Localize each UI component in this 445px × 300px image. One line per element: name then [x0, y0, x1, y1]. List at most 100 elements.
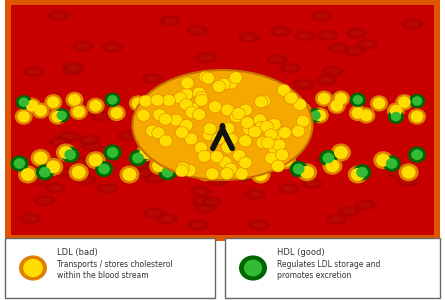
Ellipse shape — [16, 95, 32, 109]
Ellipse shape — [318, 93, 330, 104]
Ellipse shape — [157, 108, 170, 120]
Ellipse shape — [269, 128, 283, 140]
Ellipse shape — [181, 77, 194, 89]
Ellipse shape — [241, 117, 254, 129]
Ellipse shape — [87, 98, 105, 114]
Ellipse shape — [170, 84, 184, 90]
Ellipse shape — [89, 154, 103, 167]
Ellipse shape — [193, 87, 206, 99]
Ellipse shape — [266, 146, 280, 159]
Ellipse shape — [23, 98, 41, 114]
Ellipse shape — [71, 102, 84, 108]
Ellipse shape — [43, 158, 63, 176]
Ellipse shape — [170, 147, 190, 165]
Ellipse shape — [285, 95, 303, 112]
Ellipse shape — [121, 133, 135, 139]
Ellipse shape — [290, 100, 303, 106]
Ellipse shape — [373, 151, 393, 169]
Ellipse shape — [255, 96, 267, 108]
Ellipse shape — [174, 92, 187, 104]
Ellipse shape — [175, 165, 188, 177]
Ellipse shape — [183, 164, 196, 176]
Ellipse shape — [327, 42, 349, 53]
Ellipse shape — [107, 95, 118, 105]
Ellipse shape — [149, 157, 169, 175]
Ellipse shape — [412, 96, 422, 106]
Ellipse shape — [343, 208, 356, 214]
Ellipse shape — [142, 73, 163, 84]
Ellipse shape — [151, 94, 164, 106]
Ellipse shape — [270, 56, 283, 62]
Ellipse shape — [376, 154, 390, 167]
Ellipse shape — [70, 104, 88, 120]
Ellipse shape — [204, 143, 224, 161]
Ellipse shape — [220, 168, 234, 180]
Ellipse shape — [146, 125, 159, 137]
Ellipse shape — [162, 94, 175, 106]
Ellipse shape — [53, 139, 66, 145]
Ellipse shape — [158, 164, 177, 180]
Ellipse shape — [351, 168, 365, 181]
Ellipse shape — [101, 186, 114, 192]
Ellipse shape — [402, 166, 416, 179]
Ellipse shape — [282, 186, 295, 192]
Ellipse shape — [293, 164, 304, 174]
Ellipse shape — [239, 157, 252, 169]
Ellipse shape — [44, 182, 66, 194]
Ellipse shape — [61, 65, 84, 76]
Ellipse shape — [360, 41, 373, 47]
Bar — [5, 238, 215, 298]
Ellipse shape — [56, 143, 76, 161]
Ellipse shape — [330, 100, 343, 112]
Ellipse shape — [273, 109, 291, 125]
Ellipse shape — [193, 109, 206, 121]
Ellipse shape — [245, 160, 267, 171]
Ellipse shape — [250, 163, 263, 169]
Ellipse shape — [268, 118, 281, 130]
Ellipse shape — [24, 215, 36, 221]
Ellipse shape — [386, 158, 397, 169]
Ellipse shape — [358, 202, 372, 208]
Ellipse shape — [67, 64, 80, 70]
Ellipse shape — [198, 166, 213, 179]
Ellipse shape — [353, 164, 371, 180]
Ellipse shape — [195, 92, 208, 104]
Ellipse shape — [56, 169, 69, 175]
Ellipse shape — [284, 92, 298, 104]
Ellipse shape — [187, 220, 209, 230]
Ellipse shape — [203, 123, 217, 135]
Ellipse shape — [278, 127, 291, 139]
Ellipse shape — [119, 166, 139, 184]
Ellipse shape — [49, 137, 71, 148]
Ellipse shape — [159, 113, 172, 125]
Ellipse shape — [129, 95, 147, 112]
Ellipse shape — [32, 103, 49, 119]
Ellipse shape — [204, 94, 217, 100]
Ellipse shape — [68, 94, 81, 106]
Ellipse shape — [152, 127, 165, 139]
Ellipse shape — [257, 95, 271, 107]
Ellipse shape — [349, 105, 367, 121]
Ellipse shape — [285, 97, 307, 108]
Ellipse shape — [162, 167, 174, 178]
Ellipse shape — [69, 163, 89, 181]
Ellipse shape — [199, 71, 212, 83]
Text: LDL (bad): LDL (bad) — [57, 248, 98, 257]
Ellipse shape — [46, 160, 61, 173]
Ellipse shape — [296, 115, 310, 127]
Ellipse shape — [31, 178, 44, 184]
Ellipse shape — [249, 191, 262, 197]
Text: Regulates LDL storage and: Regulates LDL storage and — [277, 260, 380, 269]
Ellipse shape — [199, 55, 212, 61]
Ellipse shape — [401, 19, 423, 30]
Ellipse shape — [180, 119, 193, 131]
Ellipse shape — [297, 82, 310, 88]
Ellipse shape — [91, 111, 113, 122]
Ellipse shape — [332, 45, 344, 51]
Ellipse shape — [191, 155, 203, 166]
Ellipse shape — [328, 94, 341, 100]
Ellipse shape — [322, 66, 344, 77]
Ellipse shape — [284, 65, 297, 71]
Ellipse shape — [205, 199, 218, 205]
Ellipse shape — [139, 95, 152, 107]
